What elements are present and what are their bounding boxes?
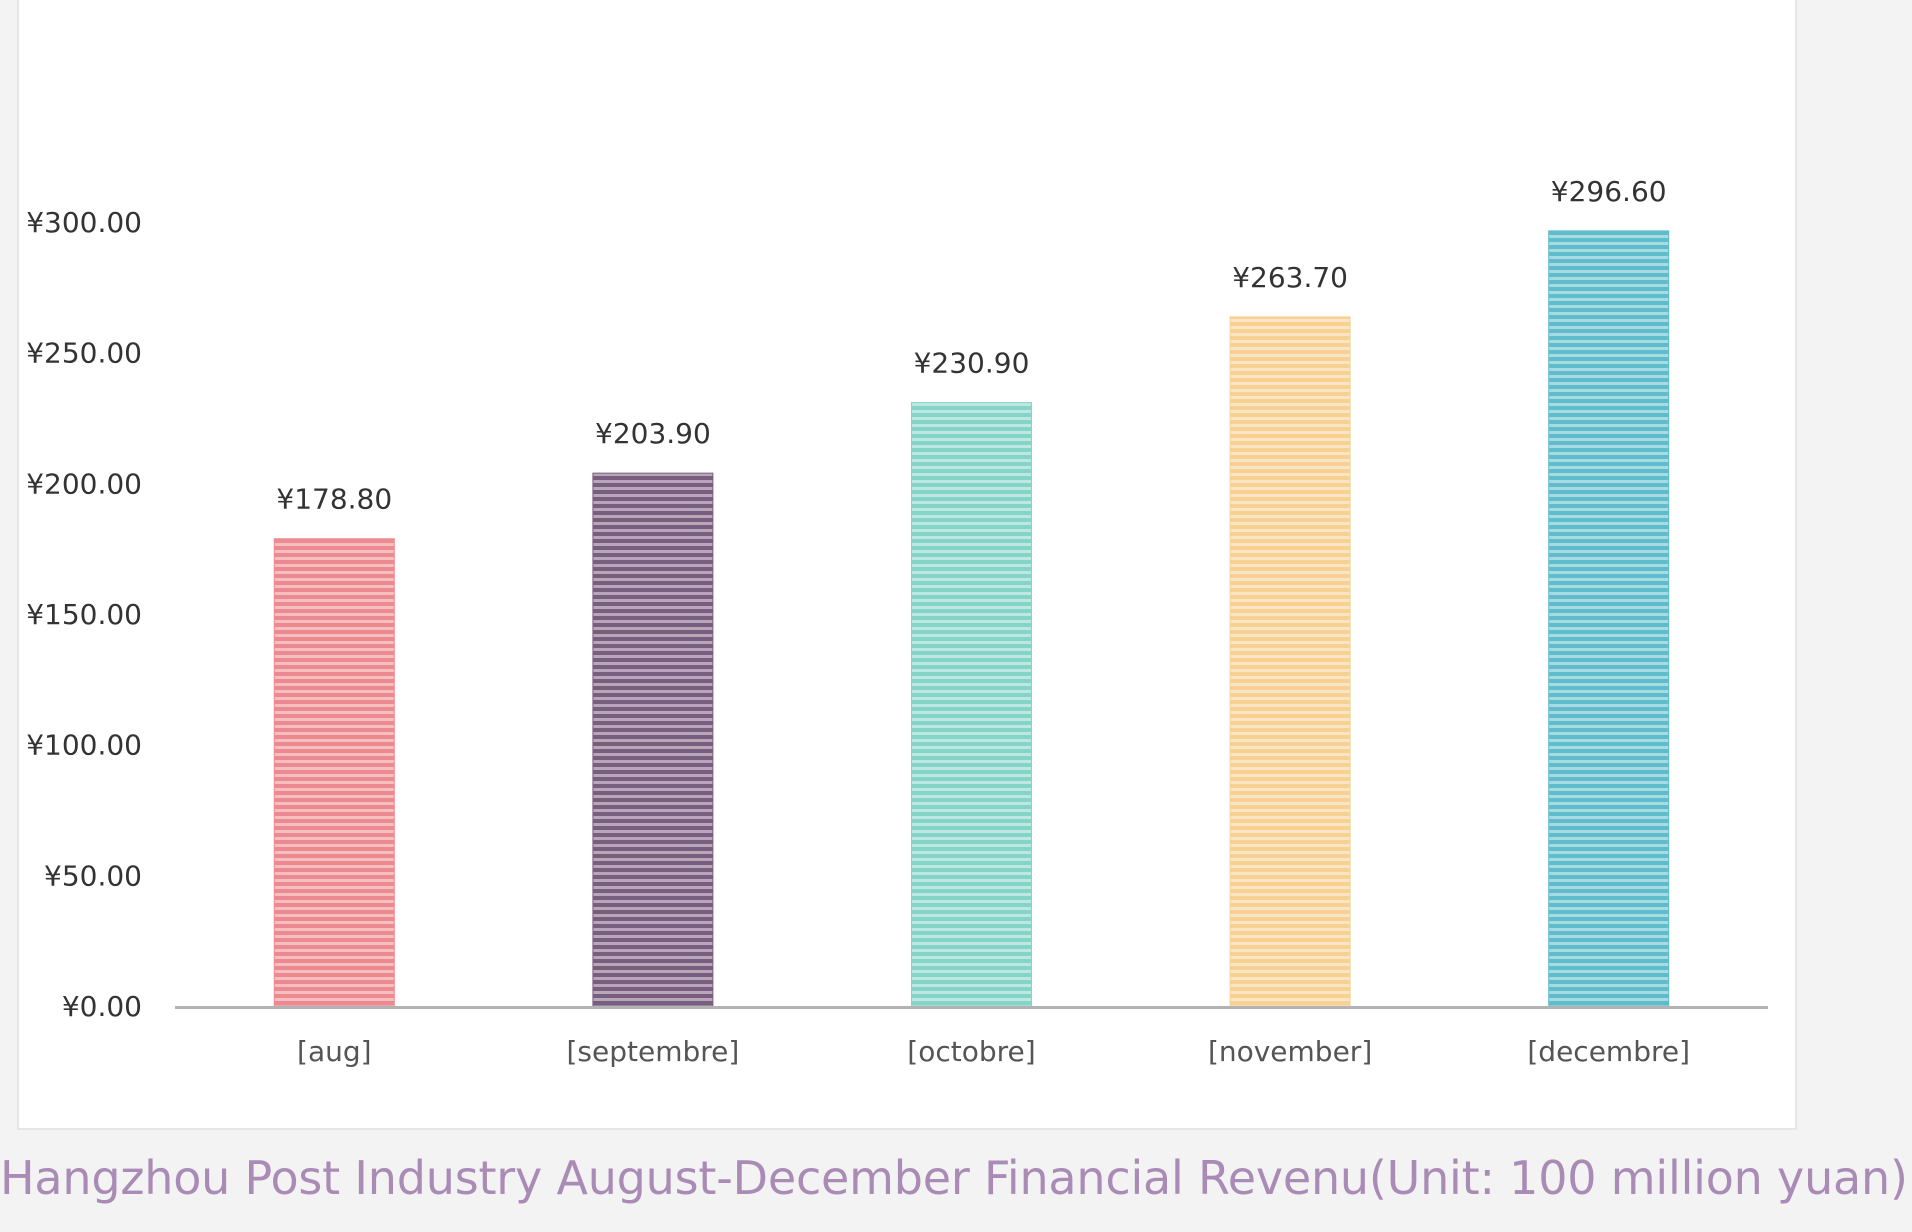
y-axis-tick-labels: ¥0.00 ¥50.00 ¥100.00 ¥150.00 ¥200.00 ¥250.00 ¥… [26, 206, 142, 1023]
bar-decembre [1548, 230, 1670, 1007]
bar-value-label: ¥296.60 [1551, 175, 1667, 208]
bar-value-label: ¥203.90 [595, 417, 711, 450]
bar-octobre [911, 402, 1032, 1007]
y-tick-label: ¥150.00 [26, 598, 142, 631]
y-tick-label: ¥300.00 [26, 206, 142, 239]
data-labels: ¥178.80 ¥203.90 ¥230.90 ¥263.70 ¥296.60 [276, 175, 1666, 516]
x-category-label: [octobre] [907, 1035, 1035, 1068]
y-tick-label: ¥0.00 [62, 990, 142, 1023]
y-tick-label: ¥200.00 [26, 467, 142, 500]
x-category-label: [decembre] [1527, 1035, 1690, 1068]
x-category-label: [aug] [297, 1035, 372, 1068]
x-axis-category-labels: [aug] [septembre] [octobre] [november] [dece… [297, 1035, 1690, 1068]
y-tick-label: ¥50.00 [44, 859, 142, 892]
bar-septembre [592, 472, 714, 1007]
bar-value-label: ¥178.80 [276, 483, 392, 516]
y-tick-label: ¥250.00 [26, 337, 142, 370]
chart-caption: Hangzhou Post Industry August-December F… [0, 1151, 1908, 1205]
bar-value-label: ¥230.90 [914, 347, 1030, 380]
x-category-label: [septembre] [566, 1035, 739, 1068]
x-category-label: [november] [1208, 1035, 1372, 1068]
bar-november [1229, 316, 1351, 1007]
y-tick-label: ¥100.00 [26, 729, 142, 762]
bar-aug [273, 538, 395, 1007]
bar-value-label: ¥263.70 [1232, 261, 1348, 294]
bars [273, 230, 1670, 1007]
